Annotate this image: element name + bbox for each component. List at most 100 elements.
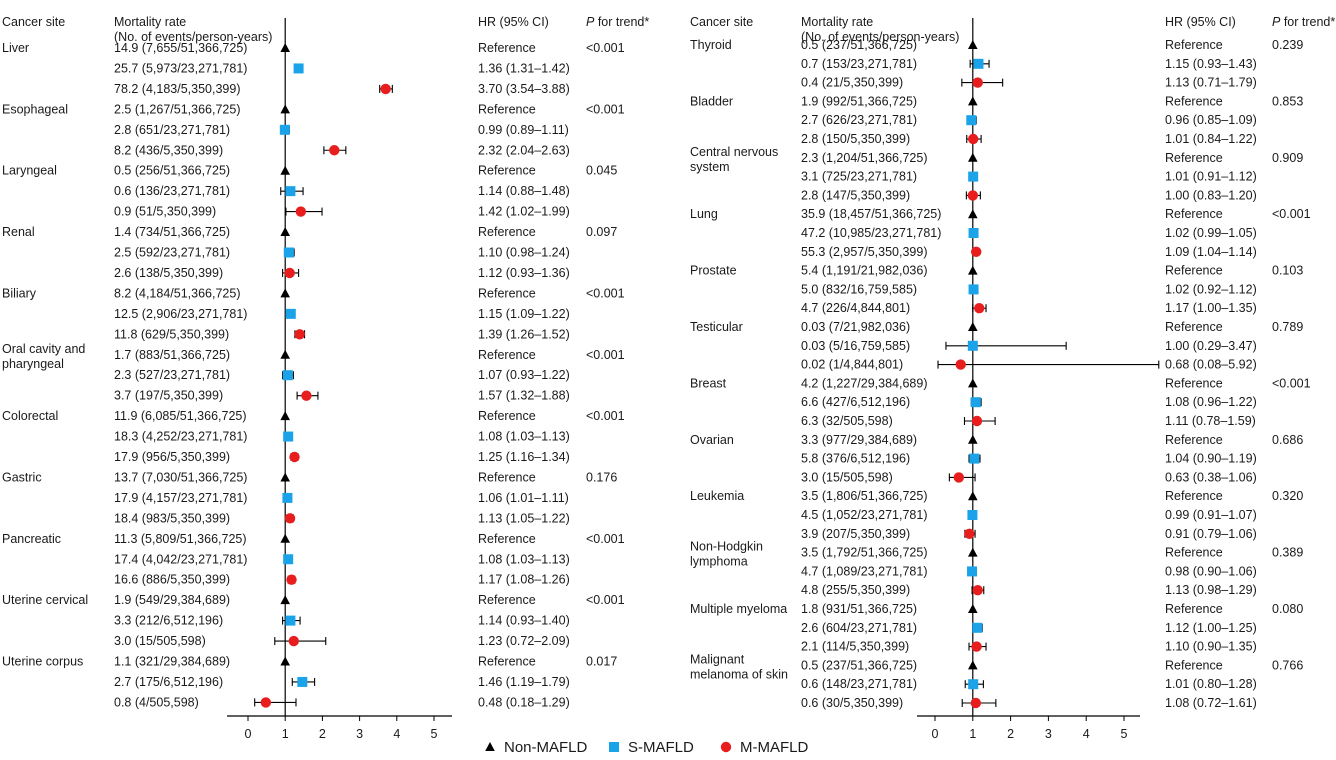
hr-point-m-mafld: [971, 246, 982, 257]
hr-ci-value: 1.01 (0.80–1.28): [1165, 677, 1257, 691]
cancer-site-name: Ovarian: [690, 433, 734, 447]
hr-ci-value: 1.15 (0.93–1.43): [1165, 57, 1257, 71]
column-headers: Cancer site Mortality rate(No. of events/…: [2, 15, 649, 44]
hr-point-m-mafld: [971, 415, 983, 427]
hr-ci-value: Reference: [1165, 433, 1223, 447]
forest-row: 11.8 (629/5,350,399) 1.39 (1.26–1.52): [114, 327, 570, 341]
cancer-site-name-line: Oral cavity and: [2, 342, 85, 356]
hr-point-m-mafld: [380, 83, 391, 95]
mortality-rate-value: 5.4 (1,191/21,982,036): [801, 264, 928, 278]
mortality-rate-value: 6.6 (427/6,512,196): [801, 395, 910, 409]
mortality-rate-value: 1.1 (321/29,384,689): [114, 655, 230, 669]
hr-point-s-mafld: [968, 284, 979, 295]
forest-row: 12.5 (2,906/23,271,781) 1.15 (1.09–1.22): [114, 307, 570, 321]
forest-row: 0.6 (30/5,350,399) 1.08 (0.72–1.61): [801, 696, 1257, 710]
cancer-site-name: Laryngeal: [2, 164, 57, 178]
mortality-rate-value: 3.5 (1,792/51,366,725): [801, 546, 928, 560]
hr-point-non-mafld: [280, 165, 290, 175]
hr-point-non-mafld: [968, 547, 978, 557]
hr-ci-value: 3.70 (3.54–3.88): [478, 82, 570, 96]
p-for-trend-value: 0.853: [1272, 94, 1303, 108]
x-tick-label: 1: [282, 727, 289, 741]
forest-row: 47.2 (10,985/23,271,781) 1.02 (0.99–1.05): [801, 226, 1257, 240]
mortality-rate-value: 3.9 (207/5,350,399): [801, 527, 910, 541]
hr-point-s-mafld: [282, 370, 293, 381]
hr-point-s-mafld: [966, 115, 977, 126]
forest-row: 2.7 (626/23,271,781) 0.96 (0.85–1.09): [801, 113, 1257, 127]
header-mortality-rate: Mortality rate: [801, 15, 873, 29]
hr-ci-value: 1.08 (0.96–1.22): [1165, 395, 1257, 409]
x-axis: 0 1 2 3 4 5: [227, 18, 452, 741]
site-group: Esophageal <0.001 2.5 (1,267/51,366,725) Re…: [2, 102, 625, 157]
hr-ci-value: 1.11 (0.78–1.59): [1165, 414, 1256, 428]
forest-row: 3.0 (15/505,598) 0.63 (0.38–1.06): [801, 470, 1257, 484]
mortality-rate-value: 6.3 (32/505,598): [801, 414, 893, 428]
hr-point-m-mafld: [972, 77, 983, 88]
p-for-trend-value: 0.389: [1272, 546, 1303, 560]
mortality-rate-value: 4.8 (255/5,350,399): [801, 583, 910, 597]
hr-ci-value: 1.00 (0.83–1.20): [1165, 188, 1257, 202]
hr-point-non-mafld: [968, 434, 978, 444]
hr-point-non-mafld: [280, 288, 290, 298]
site-group: Bladder 0.853 1.9 (992/51,366,725) Referenc…: [690, 94, 1303, 146]
legend-item: Non-MAFLD: [485, 739, 588, 756]
hr-point-s-mafld: [967, 566, 978, 577]
forest-row: 2.1 (114/5,350,399) 1.10 (0.90–1.35): [801, 640, 1257, 654]
hr-point-m-mafld: [286, 574, 297, 585]
left-forest-panel: Cancer site Mortality rate(No. of events/…: [2, 15, 649, 741]
hr-ci-value: Reference: [1165, 376, 1223, 390]
hr-point-non-mafld: [280, 656, 290, 666]
mortality-rate-value: 47.2 (10,985/23,271,781): [801, 226, 941, 240]
header-p-rest: for trend*: [1280, 15, 1335, 29]
forest-row: 55.3 (2,957/5,350,399) 1.09 (1.04–1.14): [801, 245, 1257, 259]
mortality-rate-value: 11.3 (5,809/51,366,725): [114, 532, 247, 546]
header-p-italic: P: [1272, 15, 1281, 29]
mortality-rate-value: 0.03 (7/21,982,036): [801, 320, 910, 334]
forest-row: 6.3 (32/505,598) 1.11 (0.78–1.59): [801, 414, 1256, 428]
x-tick-label: 0: [245, 727, 252, 741]
hr-point-non-mafld: [968, 604, 978, 613]
hr-ci-value: Reference: [1165, 151, 1223, 165]
site-group: Testicular 0.789 0.03 (7/21,982,036) Refere…: [690, 320, 1303, 372]
hr-ci-value: 1.10 (0.90–1.35): [1165, 640, 1257, 654]
hr-ci-value: 1.06 (1.01–1.11): [478, 491, 569, 505]
forest-row: 14.9 (7,655/51,366,725) Reference: [114, 41, 536, 55]
legend-marker-triangle: [485, 742, 495, 751]
hr-ci-value: 0.98 (0.90–1.06): [1165, 564, 1257, 578]
site-group: Prostate 0.103 5.4 (1,191/21,982,036) Refer…: [690, 264, 1303, 316]
hr-point-non-mafld: [280, 472, 290, 482]
hr-ci-value: Reference: [478, 41, 536, 55]
hr-ci-value: 0.99 (0.89–1.11): [478, 123, 569, 137]
forest-row: 4.7 (1,089/23,271,781) 0.98 (0.90–1.06): [801, 564, 1257, 578]
mortality-rate-value: 3.0 (15/505,598): [114, 634, 206, 648]
mortality-rate-value: 11.8 (629/5,350,399): [114, 327, 229, 341]
hr-ci-value: 0.99 (0.91–1.07): [1165, 508, 1257, 522]
forest-row: 0.9 (51/5,350,399) 1.42 (1.02–1.99): [114, 205, 570, 219]
hr-ci-value: Reference: [478, 102, 536, 116]
forest-row: 0.4 (21/5,350,399) 1.13 (0.71–1.79): [801, 76, 1257, 90]
cancer-site-name: Bladder: [690, 94, 733, 108]
forest-row: 3.5 (1,792/51,366,725) Reference: [801, 546, 1223, 560]
mortality-rate-value: 1.7 (883/51,366,725): [114, 348, 230, 362]
p-for-trend-value: 0.909: [1272, 151, 1303, 165]
cancer-site-name: Gastric: [2, 470, 42, 484]
hr-ci-value: 1.01 (0.91–1.12): [1165, 170, 1257, 184]
mortality-rate-value: 35.9 (18,457/51,366,725): [801, 207, 941, 221]
mortality-rate-value: 17.9 (956/5,350,399): [114, 450, 230, 464]
cancer-site-name: Uterine cervical: [2, 593, 88, 607]
forest-row: 2.7 (175/6,512,196) 1.46 (1.19–1.79): [114, 675, 570, 689]
header-mortality-rate: Mortality rate: [114, 15, 186, 29]
mortality-rate-value: 78.2 (4,183/5,350,399): [114, 82, 241, 96]
forest-row: 3.3 (977/29,384,689) Reference: [801, 433, 1223, 447]
hr-ci-value: Reference: [1165, 658, 1223, 672]
forest-row: 1.7 (883/51,366,725) Reference: [114, 348, 536, 362]
hr-ci-value: 1.46 (1.19–1.79): [478, 675, 570, 689]
forest-row: 6.6 (427/6,512,196) 1.08 (0.96–1.22): [801, 395, 1257, 409]
hr-ci-value: 0.91 (0.79–1.06): [1165, 527, 1257, 541]
forest-row: 1.4 (734/51,366,725) Reference: [114, 225, 536, 239]
forest-row: 3.5 (1,806/51,366,725) Reference: [801, 489, 1223, 503]
mortality-rate-value: 25.7 (5,973/23,271,781): [114, 61, 247, 75]
legend: Non-MAFLD S-MAFLD M-MAFLD: [485, 739, 808, 756]
forest-row: 2.6 (604/23,271,781) 1.12 (1.00–1.25): [801, 621, 1257, 635]
site-group: Colorectal <0.001 11.9 (6,085/51,366,725) R…: [2, 409, 625, 464]
